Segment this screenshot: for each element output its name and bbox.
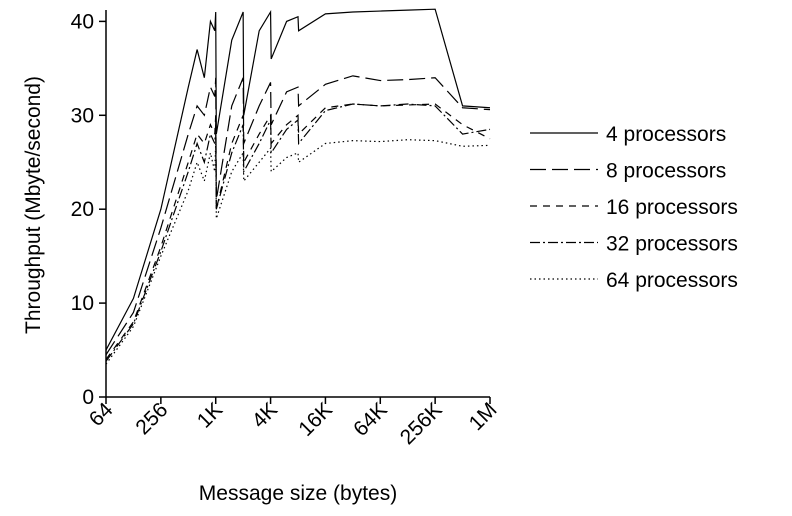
series-line [105,139,491,365]
y-tick-label: 20 [71,198,94,221]
legend-label: 8 processors [606,160,726,183]
series-line [105,75,491,356]
x-tick-label: 16K [294,398,337,441]
x-tick-label: 64K [349,398,392,441]
x-tick-label: 256 [131,398,172,439]
y-axis-title: Throughput (Mbyte/second) [22,76,45,334]
y-tick-label: 0 [82,386,94,409]
x-tick-label: 256K [396,398,447,449]
y-tick-label: 40 [71,10,94,33]
x-tick-label: 1K [193,398,227,432]
series-line [105,8,491,351]
series-line [105,103,491,362]
y-tick-label: 30 [71,104,94,127]
legend-label: 16 processors [606,196,738,219]
x-tick-label: 4K [248,398,282,432]
legend-label: 4 processors [606,123,726,146]
y-tick-label: 10 [71,292,94,315]
legend-label: 32 processors [606,233,738,256]
x-tick-label: 1M [465,398,502,435]
legend-label: 64 processors [606,269,738,292]
x-axis-title: Message size (bytes) [199,482,397,505]
